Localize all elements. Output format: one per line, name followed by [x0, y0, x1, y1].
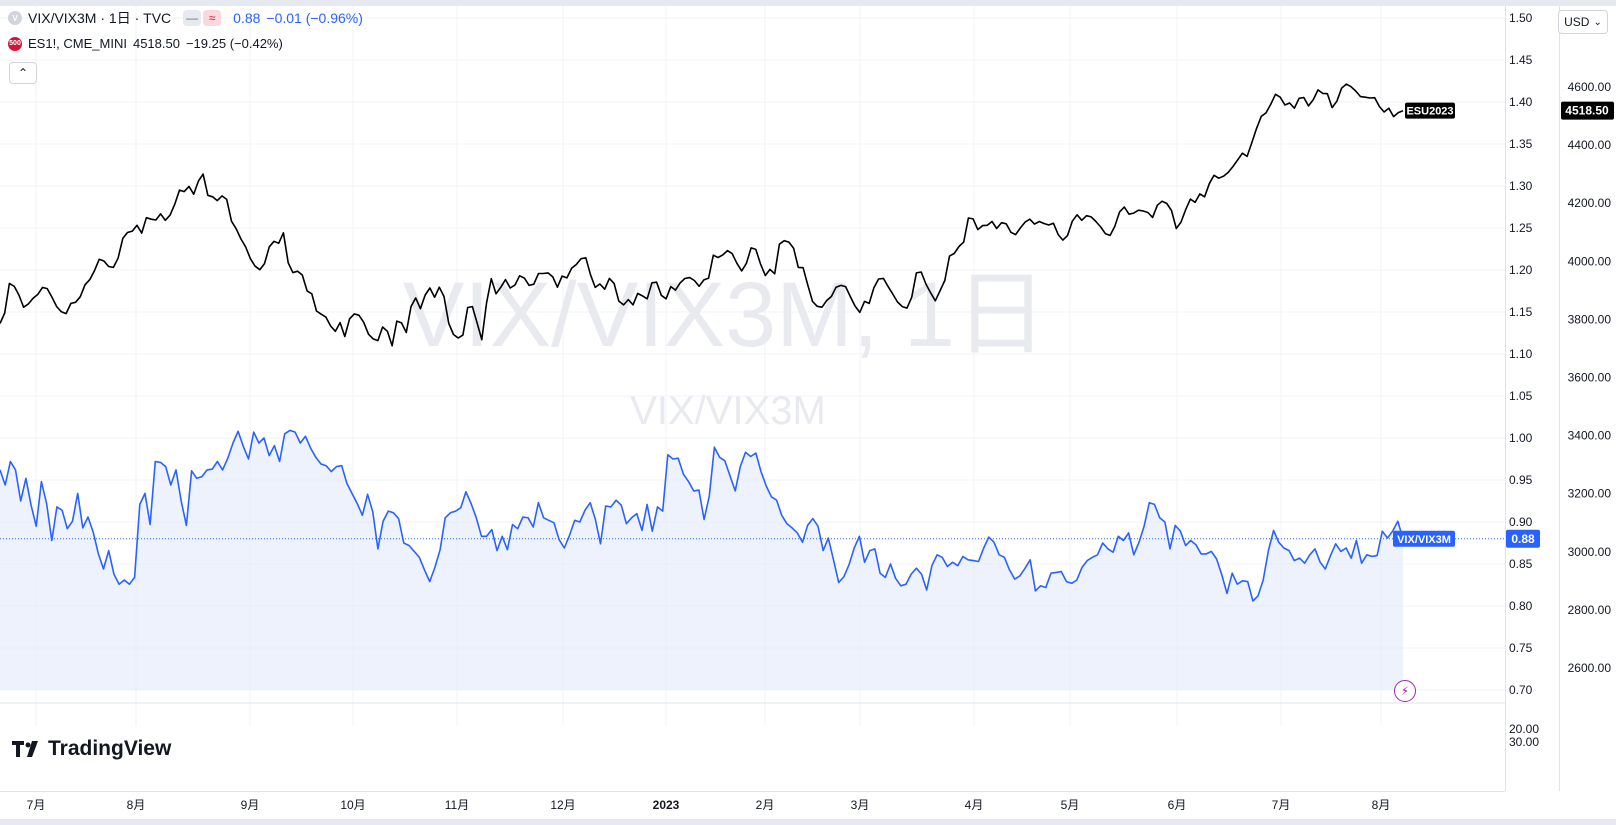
ratio-tick-label: 1.35 [1509, 137, 1533, 151]
watermark-subtitle: VIX/VIX3M [630, 389, 826, 433]
price-tick-label: 4200.00 [1568, 196, 1612, 210]
time-tick-label: 7月 [1272, 798, 1291, 812]
price-tick-label: 3200.00 [1568, 487, 1612, 501]
ratio-tick-label: 0.90 [1509, 515, 1533, 529]
ratio-tick-label: 0.70 [1509, 683, 1533, 697]
compare-symbol-title[interactable]: ES1!, CME_MINI [28, 36, 127, 51]
sp500-logo-icon: 500 [8, 36, 22, 51]
main-change-value: −0.01 (−0.96%) [266, 10, 363, 26]
main-last-value: 0.88 [233, 10, 261, 26]
ratio-tick-label: 1.40 [1509, 95, 1533, 109]
es-price-tag [1561, 101, 1614, 120]
ratio-tick-label: 1.00 [1509, 431, 1533, 445]
lightning-alert-icon[interactable]: ⚡ [1394, 680, 1416, 702]
chart-plot-area[interactable]: VIX/VIX3M, 1日 VIX/VIX3M ESU2023 VIX/VIX3M [0, 6, 1505, 726]
vix-symbol-logo-icon: V [8, 11, 22, 25]
vix-area-fill [0, 430, 1403, 690]
ratio-tick-label: 1.45 [1509, 53, 1533, 67]
es-price-tag-label: 4518.50 [1565, 104, 1609, 118]
ratio-tick-label: 0.85 [1509, 557, 1533, 571]
price-tick-label: 3400.00 [1568, 429, 1612, 443]
minus-chip-icon[interactable]: — [183, 10, 202, 26]
ratio-tick-label: 1.50 [1509, 11, 1533, 25]
ratio-tick-label: 1.30 [1509, 179, 1533, 193]
time-axis[interactable] [0, 791, 1505, 820]
price-tick-label: 3600.00 [1568, 371, 1612, 385]
window-bottom-border [0, 819, 1616, 825]
time-tick-label: 9月 [241, 798, 260, 812]
vix-price-tag-label: 0.88 [1511, 532, 1535, 546]
ratio-tick-label: 0.75 [1509, 641, 1533, 655]
time-tick-label: 2023 [653, 798, 680, 812]
vix-name-tag [1393, 530, 1455, 547]
time-tick-label: 7月 [27, 798, 46, 812]
approx-chip-icon[interactable]: ≈ [203, 10, 222, 26]
price-tick-label: 3800.00 [1568, 312, 1612, 326]
ratio-tick-label: 1.05 [1509, 389, 1533, 403]
price-tick-label: 4400.00 [1568, 138, 1612, 152]
chevron-up-icon: ⌃ [17, 66, 29, 80]
axis-separator-inner [1559, 6, 1560, 791]
price-scales: 1.50 1.45 1.40 1.35 1.30 1.25 1.20 1.15 1.10 1.05… [1506, 11, 1614, 749]
vix-price-tag [1506, 529, 1540, 548]
price-tick-label: 2600.00 [1568, 661, 1612, 675]
time-tick-label: 12月 [550, 798, 575, 812]
time-tick-label: 3月 [851, 798, 870, 812]
es-name-tag-label: ESU2023 [1406, 106, 1453, 118]
price-tick-label: 4600.00 [1568, 80, 1612, 94]
ratio-tick-label: 1.25 [1509, 221, 1533, 235]
price-tick-label: 2800.00 [1568, 603, 1612, 617]
legend-chip-group[interactable]: — ≈ [183, 10, 222, 26]
time-axis-labels: 7月 8月 9月 10月 11月 12月 2023 2月 3月 4月 5月 6月 7月 8月 [27, 798, 1391, 812]
time-tick-label: 6月 [1168, 798, 1187, 812]
price-tick-label: 3000.00 [1568, 545, 1612, 559]
compare-last-value: 4518.50 [132, 36, 180, 51]
price-axis-panel[interactable] [1505, 6, 1616, 791]
compare-series-legend[interactable]: 500 ES1!, CME_MINI 4518.50 −19.25 (−0.42… [8, 36, 283, 51]
time-tick-label: 11月 [445, 798, 469, 812]
watermark-title: VIX/VIX3M, 1日 [403, 264, 1047, 366]
time-tick-label: 8月 [127, 798, 146, 812]
time-tick-label: 4月 [965, 798, 984, 812]
time-tick-label: 10月 [340, 798, 365, 812]
ratio-tick-label: 1.15 [1509, 305, 1533, 319]
legend-collapse-button[interactable]: ⌃ [9, 62, 37, 84]
indicator-tick-label: 20.00 [1509, 722, 1539, 736]
price-tick-label: 4000.00 [1568, 254, 1612, 268]
time-tick-label: 8月 [1372, 798, 1391, 812]
tradingview-logo-icon [12, 741, 38, 757]
axis-separator [1505, 6, 1506, 791]
main-symbol-title[interactable]: VIX/VIX3M · 1日 · TVC [28, 10, 172, 26]
compare-change-value: −19.25 (−0.42%) [185, 36, 283, 51]
es-name-tag [1405, 102, 1455, 119]
brand-name: TradingView [48, 737, 172, 760]
ratio-tick-label: 1.20 [1509, 263, 1533, 277]
tradingview-logo[interactable]: TradingView [12, 737, 171, 761]
window-top-border [0, 0, 1616, 6]
ratio-tick-label: 0.80 [1509, 599, 1533, 613]
vix-name-tag-label: VIX/VIX3M [1397, 534, 1451, 546]
time-tick-label: 2月 [756, 798, 775, 812]
currency-selector-button[interactable]: USD ⌄ [1558, 10, 1608, 34]
currency-label: USD [1564, 15, 1590, 29]
ratio-tick-label: 1.10 [1509, 347, 1533, 361]
es-series-line [0, 83, 1404, 347]
chevron-down-icon: ⌄ [1593, 16, 1602, 28]
main-series-legend[interactable]: V VIX/VIX3M · 1日 · TVC — ≈ 0.88 −0.01 (−… [8, 8, 363, 28]
ratio-tick-label: 0.95 [1509, 473, 1533, 487]
time-tick-label: 5月 [1061, 798, 1080, 812]
vix-series-line [0, 429, 1404, 602]
indicator-tick-label: 30.00 [1509, 735, 1539, 749]
